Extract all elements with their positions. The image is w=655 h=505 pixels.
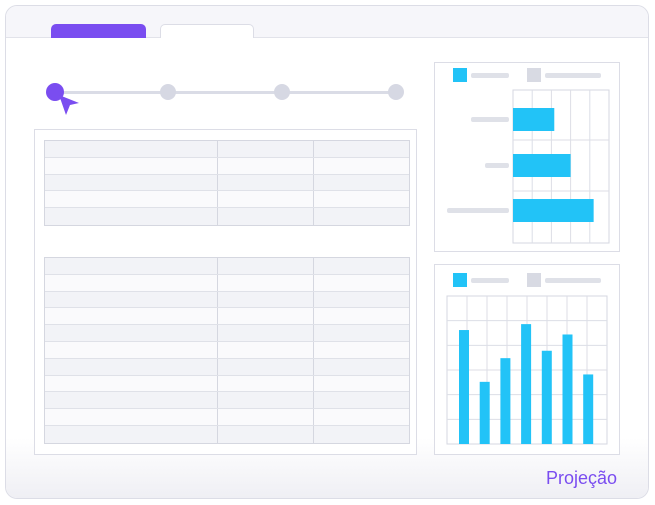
- legend-swatch-primary: [453, 273, 467, 287]
- tab-bar: [6, 6, 648, 38]
- legend-label-placeholder: [545, 73, 601, 78]
- horizontal-bar-chart: [447, 89, 610, 244]
- table-row: [45, 157, 409, 175]
- vertical-bar-chart-panel: [434, 264, 620, 455]
- table-row: [45, 208, 409, 225]
- chart-bar: [583, 374, 594, 444]
- table-row: [45, 141, 409, 158]
- table-row: [45, 325, 409, 342]
- vertical-bar-chart: [446, 295, 608, 445]
- step-1[interactable]: [46, 83, 64, 101]
- table-row: [45, 308, 409, 326]
- chart-bar: [513, 154, 571, 177]
- chart-bar: [513, 108, 555, 131]
- tab-active[interactable]: [51, 24, 146, 38]
- legend-swatch-secondary: [527, 273, 541, 287]
- legend-swatch-primary: [453, 68, 467, 82]
- horizontal-bar-chart-panel: [434, 62, 620, 252]
- category-label-placeholder: [471, 117, 509, 122]
- table-row: [45, 358, 409, 376]
- table-row: [45, 291, 409, 309]
- chart-bar: [479, 381, 490, 444]
- chart-bar: [459, 330, 469, 444]
- category-label-placeholder: [485, 163, 509, 168]
- category-label-placeholder: [447, 208, 509, 213]
- table-row: [45, 258, 409, 275]
- chart-bar: [521, 324, 532, 444]
- table-row: [45, 274, 409, 292]
- chart-bar: [513, 199, 594, 222]
- table-bottom: [44, 257, 410, 444]
- table-row: [45, 392, 409, 410]
- table-row: [45, 174, 409, 192]
- tables-panel: [34, 129, 417, 455]
- tab-inactive[interactable]: [160, 24, 254, 38]
- legend-label-placeholder: [471, 73, 509, 78]
- table-row: [45, 425, 409, 443]
- legend-label-placeholder: [545, 278, 601, 283]
- table-row: [45, 375, 409, 393]
- step-4[interactable]: [388, 84, 404, 100]
- step-2[interactable]: [160, 84, 176, 100]
- chart-bar: [541, 350, 552, 444]
- table-row: [45, 409, 409, 426]
- table-top: [44, 140, 410, 226]
- table-row: [45, 341, 409, 359]
- projection-label: Projeção: [545, 468, 617, 488]
- chart-bar: [500, 358, 511, 444]
- step-3[interactable]: [274, 84, 290, 100]
- legend-swatch-secondary: [527, 68, 541, 82]
- table-row: [45, 191, 409, 209]
- legend-label-placeholder: [471, 278, 509, 283]
- chart-bar: [562, 334, 573, 444]
